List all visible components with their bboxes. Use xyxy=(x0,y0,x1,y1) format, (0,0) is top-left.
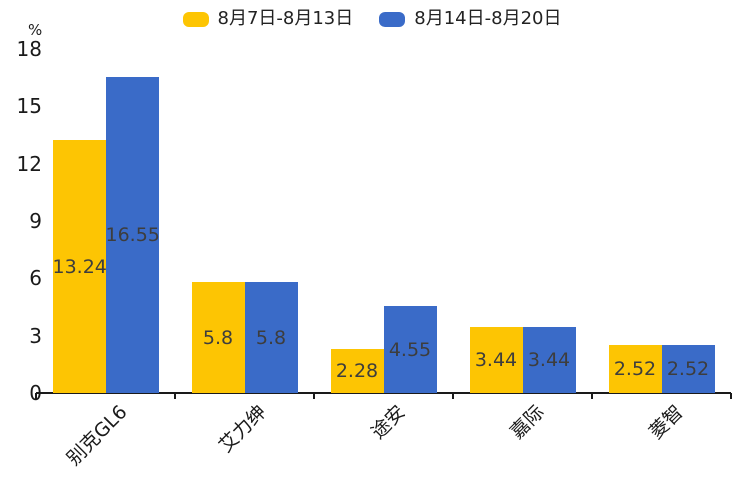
x-axis-tick-mark xyxy=(174,393,176,399)
x-axis-tick-mark xyxy=(730,393,732,399)
bar-value-label: 2.28 xyxy=(335,360,379,382)
x-axis-tick-mark xyxy=(452,393,454,399)
bar-value-label: 2.52 xyxy=(613,358,657,380)
legend-swatch-week1-icon xyxy=(182,11,209,27)
legend-swatch-week2-icon xyxy=(379,11,406,27)
x-axis-tick-mark xyxy=(591,393,593,399)
bar-value-label: 16.55 xyxy=(105,224,160,246)
bar-series1-嘉际[interactable]: 3.44 xyxy=(469,327,523,393)
bar-value-label: 3.44 xyxy=(527,349,571,371)
legend-item-week2[interactable]: 8月14日-8月20日 xyxy=(379,9,561,29)
bar-value-label: 13.24 xyxy=(52,255,107,278)
bar-series2-别克GL6[interactable]: 16.55 xyxy=(105,77,160,393)
bar-value-label: 5.8 xyxy=(202,326,234,349)
bar-series1-途安[interactable]: 2.28 xyxy=(330,349,384,393)
y-axis-tick-label: 18 xyxy=(16,37,42,61)
y-axis-tick-label: 3 xyxy=(29,323,42,348)
legend-label-week2: 8月14日-8月20日 xyxy=(414,8,562,29)
x-axis-category-label: 艾力绅 xyxy=(214,401,271,457)
bar-series2-艾力绅[interactable]: 5.8 xyxy=(244,282,298,393)
bar-value-label: 2.52 xyxy=(666,358,710,380)
chart-legend: 8月7日-8月13日 8月14日-8月20日 xyxy=(0,8,744,30)
y-axis-unit-label: % xyxy=(28,21,43,39)
bar-series2-途安[interactable]: 4.55 xyxy=(383,306,437,393)
x-axis-category-label: 别克GL6 xyxy=(62,401,132,470)
y-axis-tick-label: 15 xyxy=(16,94,42,119)
y-axis-tick-label: 6 xyxy=(29,266,42,291)
legend-label-week1: 8月7日-8月13日 xyxy=(217,8,354,29)
bar-value-label: 5.8 xyxy=(255,326,287,349)
y-axis-tick-label: 9 xyxy=(29,209,42,233)
bar-series2-菱智[interactable]: 2.52 xyxy=(661,345,715,393)
bar-value-label: 3.44 xyxy=(474,349,518,371)
x-axis-category-label: 菱智 xyxy=(644,401,688,444)
x-axis-tick-mark xyxy=(313,393,315,399)
x-axis-category-label: 嘉际 xyxy=(505,401,549,444)
bar-series1-艾力绅[interactable]: 5.8 xyxy=(191,282,245,393)
x-axis-category-label: 途安 xyxy=(366,401,410,444)
bar-value-label: 4.55 xyxy=(388,338,432,361)
x-axis-tick-mark xyxy=(35,393,37,399)
bar-series1-菱智[interactable]: 2.52 xyxy=(608,345,662,393)
x-axis-line xyxy=(36,392,731,394)
legend-item-week1[interactable]: 8月7日-8月13日 xyxy=(182,8,354,29)
bar-series2-嘉际[interactable]: 3.44 xyxy=(522,327,576,393)
bar-series1-别克GL6[interactable]: 13.24 xyxy=(52,140,107,393)
y-axis-tick-label: 12 xyxy=(16,151,42,176)
